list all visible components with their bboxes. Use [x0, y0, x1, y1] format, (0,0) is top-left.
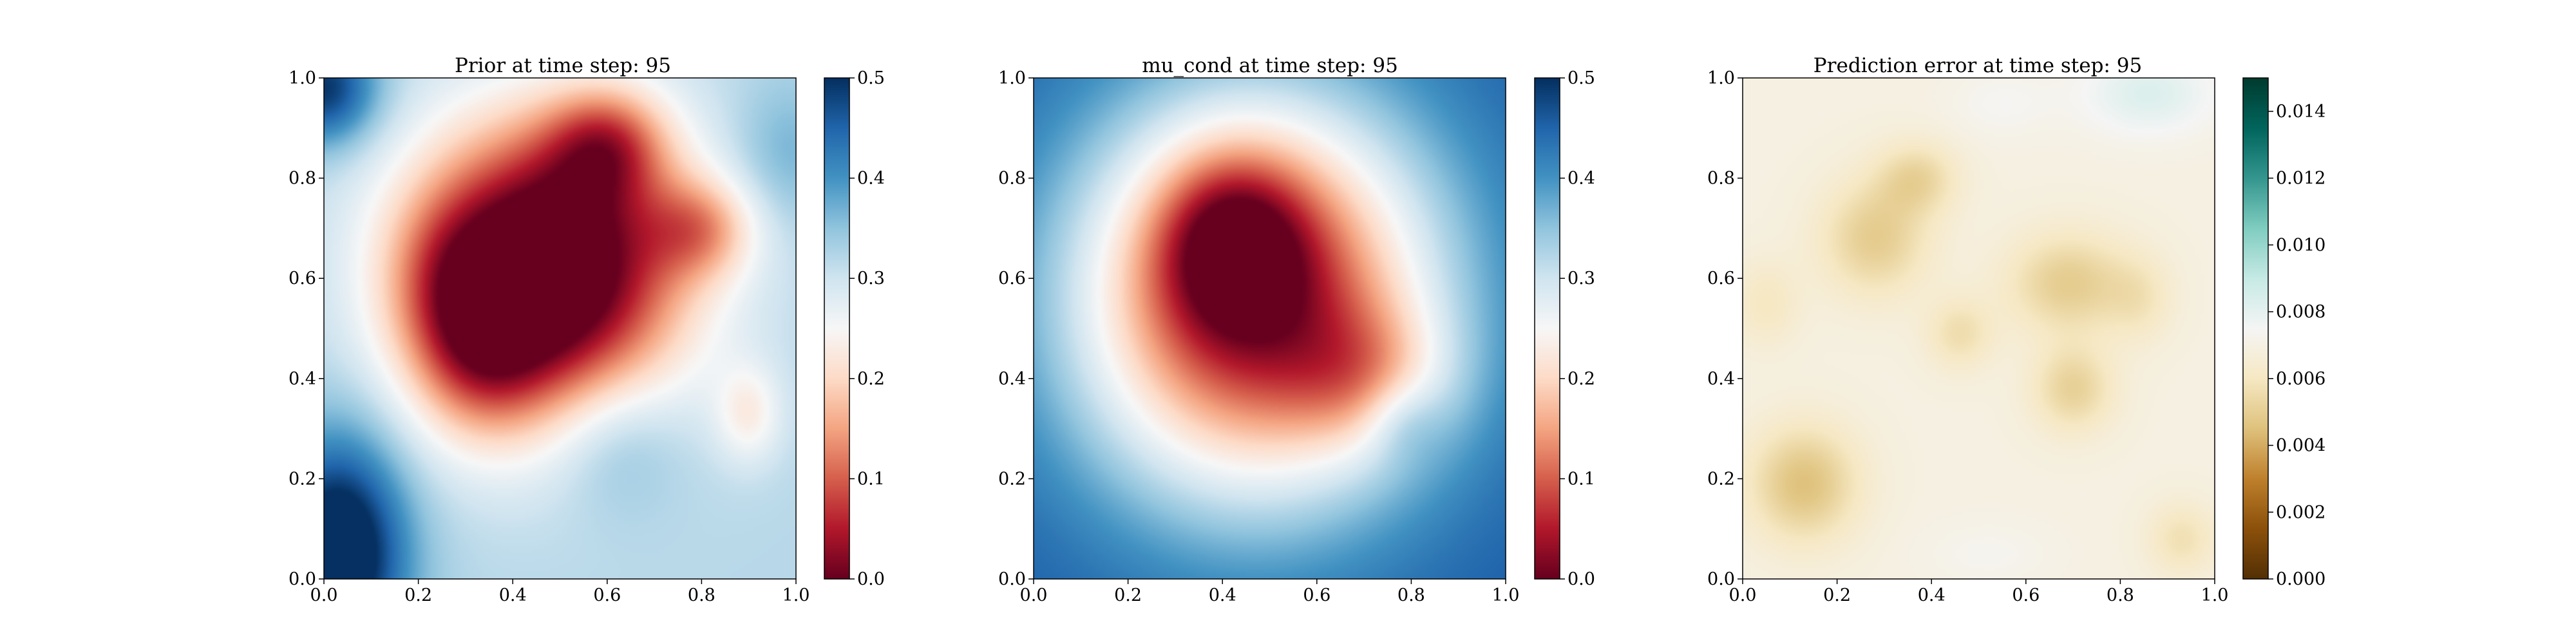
y-tick-label: 0.8 — [289, 169, 316, 189]
y-tick-label: 0.0 — [1707, 569, 1735, 589]
colorbar-tick-label: 0.004 — [2276, 436, 2325, 456]
x-tick-label: 0.8 — [688, 585, 715, 605]
x-tick-label: 1.0 — [782, 585, 810, 605]
panel-prediction-error: Prediction error at time step: 95 0.0 0.2… — [1707, 54, 2325, 605]
x-axis: 0.0 0.2 0.4 0.6 0.8 1.0 — [1020, 579, 1520, 605]
panel-title: Prediction error at time step: 95 — [1814, 54, 2142, 77]
x-tick-label: 0.4 — [1918, 585, 1946, 605]
plot-frame — [323, 77, 797, 580]
colorbar-tick-label: 0.0 — [857, 569, 885, 589]
x-tick-label: 1.0 — [2201, 585, 2229, 605]
x-tick-label: 0.2 — [1823, 585, 1851, 605]
colorbar-image — [1535, 78, 1560, 579]
y-tick-label: 0.4 — [1707, 369, 1735, 389]
y-tick-label: 1.0 — [289, 68, 316, 88]
y-tick-label: 1.0 — [998, 68, 1026, 88]
y-axis: 0.0 0.2 0.4 0.6 0.8 1.0 — [998, 68, 1034, 589]
x-tick-label: 0.4 — [499, 585, 527, 605]
colorbar-tick-label: 0.0 — [1567, 569, 1595, 589]
x-tick-label: 0.4 — [1209, 585, 1236, 605]
plot-frame — [1033, 77, 1506, 580]
panel-mu-cond: mu_cond at time step: 95 0.0 0.2 0.4 0.6 0.8… — [998, 54, 1595, 605]
y-tick-label: 0.0 — [289, 569, 316, 589]
x-tick-label: 0.2 — [404, 585, 432, 605]
colorbar-axis: 0.0 0.1 0.2 0.3 0.4 0.5 — [849, 68, 885, 589]
colorbar-frame — [2242, 77, 2269, 580]
panel-title: Prior at time step: 95 — [455, 54, 671, 77]
colorbar-tick-label: 0.008 — [2276, 302, 2325, 322]
colorbar-tick-label: 0.002 — [2276, 502, 2325, 522]
x-tick-label: 0.6 — [1303, 585, 1331, 605]
colorbar-tick-label: 0.1 — [857, 469, 885, 489]
x-tick-label: 0.6 — [2012, 585, 2040, 605]
colorbar-tick-label: 0.1 — [1567, 469, 1595, 489]
y-tick-label: 0.2 — [289, 469, 316, 489]
heatmap-image — [1743, 78, 2215, 579]
colorbar-frame — [824, 77, 850, 580]
y-tick-label: 0.8 — [998, 169, 1026, 189]
y-axis: 0.0 0.2 0.4 0.6 0.8 1.0 — [1707, 68, 1743, 589]
x-tick-label: 0.8 — [1397, 585, 1425, 605]
y-tick-label: 0.4 — [289, 369, 316, 389]
colorbar-tick-label: 0.3 — [857, 269, 885, 289]
colorbar-tick-label: 0.5 — [857, 68, 885, 88]
y-tick-label: 0.6 — [998, 269, 1026, 289]
x-tick-label: 0.0 — [1729, 585, 1757, 605]
colorbar-tick-label: 0.3 — [1567, 269, 1595, 289]
x-tick-label: 0.8 — [2107, 585, 2134, 605]
colorbar-frame — [1534, 77, 1560, 580]
heatmap-image — [324, 78, 796, 579]
colorbar-tick-label: 0.012 — [2276, 169, 2325, 189]
colorbar-tick-label: 0.2 — [1567, 369, 1595, 389]
colorbar-tick-label: 0.010 — [2276, 235, 2325, 255]
colorbar-image — [2243, 78, 2268, 579]
x-axis: 0.0 0.2 0.4 0.6 0.8 1.0 — [1729, 579, 2229, 605]
colorbar-tick-label: 0.014 — [2276, 102, 2325, 122]
panel-title: mu_cond at time step: 95 — [1142, 54, 1398, 77]
x-tick-label: 0.0 — [1020, 585, 1048, 605]
y-tick-label: 0.4 — [998, 369, 1026, 389]
y-tick-label: 0.6 — [289, 269, 316, 289]
colorbar-axis: 0.0 0.1 0.2 0.3 0.4 0.5 — [1560, 68, 1595, 589]
y-tick-label: 0.6 — [1707, 269, 1735, 289]
y-tick-label: 0.0 — [998, 569, 1026, 589]
y-tick-label: 0.2 — [998, 469, 1026, 489]
plot-frame — [1742, 77, 2215, 580]
y-tick-label: 0.2 — [1707, 469, 1735, 489]
x-tick-label: 0.6 — [593, 585, 621, 605]
y-tick-label: 0.8 — [1707, 169, 1735, 189]
colorbar-tick-label: 0.4 — [857, 169, 885, 189]
colorbar-tick-label: 0.4 — [1567, 169, 1595, 189]
x-tick-label: 0.2 — [1114, 585, 1142, 605]
y-axis: 0.0 0.2 0.4 0.6 0.8 1.0 — [289, 68, 324, 589]
y-tick-label: 1.0 — [1707, 68, 1735, 88]
colorbar-tick-label: 0.2 — [857, 369, 885, 389]
x-tick-label: 0.0 — [310, 585, 338, 605]
colorbar-image — [824, 78, 849, 579]
colorbar-tick-label: 0.000 — [2276, 569, 2325, 589]
colorbar-tick-label: 0.5 — [1567, 68, 1595, 88]
x-tick-label: 1.0 — [1492, 585, 1520, 605]
colorbar-tick-label: 0.006 — [2276, 369, 2325, 389]
colorbar-axis: 0.000 0.002 0.004 0.006 0.008 0.010 0.012 0.014 — [2268, 102, 2325, 589]
heatmap-image — [1034, 78, 1506, 579]
panel-prior: Prior at time step: 95 0.0 0.2 0.4 0.6 0.8 1.… — [289, 54, 885, 605]
x-axis: 0.0 0.2 0.4 0.6 0.8 1.0 — [310, 579, 810, 605]
